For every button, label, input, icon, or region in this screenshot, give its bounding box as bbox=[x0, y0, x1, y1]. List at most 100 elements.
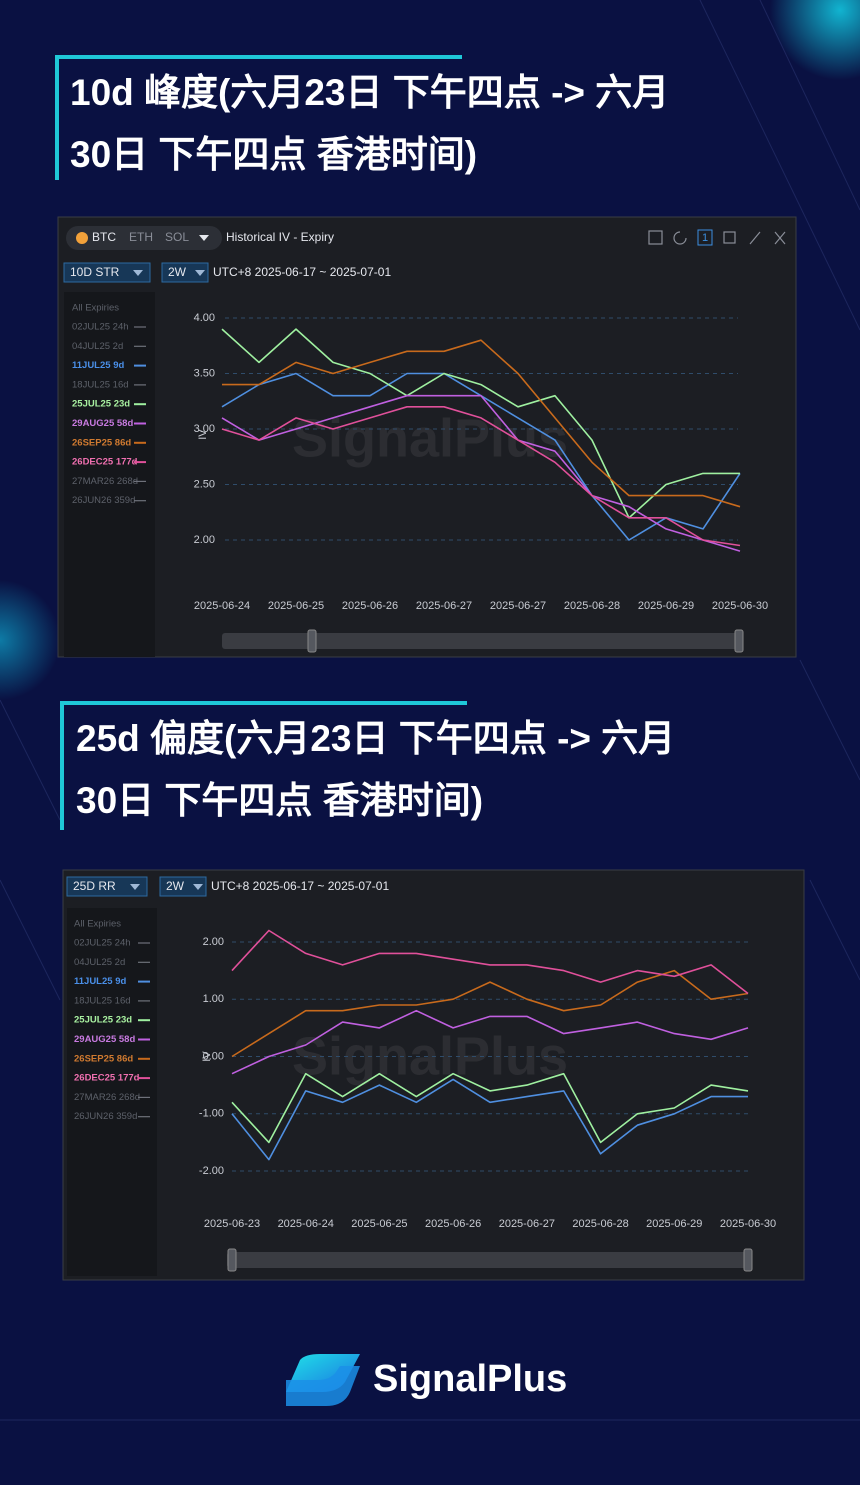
legend-label: 27MAR26 268d bbox=[72, 476, 138, 487]
heading: 30日 下午四点 香港时间) bbox=[70, 134, 477, 175]
legend-label: 26JUN26 359d bbox=[74, 1111, 137, 1122]
x-tick-label: 2025-06-28 bbox=[572, 1218, 628, 1230]
series-line bbox=[221, 394, 741, 552]
toolbar-icons[interactable] bbox=[648, 230, 786, 245]
x-tick-label: 2025-06-23 bbox=[204, 1218, 260, 1230]
range-slider[interactable] bbox=[227, 1252, 752, 1268]
x-tick-label: 2025-06-27 bbox=[490, 600, 546, 612]
x-tick-label: 2025-06-24 bbox=[194, 600, 250, 612]
x-tick-label: 2025-06-30 bbox=[712, 600, 768, 612]
y-tick-label: -2.00 bbox=[199, 1165, 224, 1177]
brand-logo bbox=[286, 1354, 360, 1406]
range-select-text: 2W bbox=[166, 879, 185, 893]
dropdown-arrow[interactable] bbox=[199, 235, 209, 241]
chart-panel bbox=[57, 216, 797, 658]
legend-label: 04JUL25 2d bbox=[74, 957, 125, 968]
heading: 10d 峰度(六月23日 下午四点 -> 六月 bbox=[70, 72, 669, 113]
legend-label: 11JUL25 9d bbox=[74, 976, 126, 987]
dropdown-arrow[interactable] bbox=[195, 270, 205, 276]
metric-select[interactable] bbox=[66, 876, 148, 897]
metric-select[interactable] bbox=[63, 262, 151, 283]
legend-label: 26JUN26 359d bbox=[72, 495, 135, 506]
coin-tab[interactable]: SOL bbox=[165, 230, 189, 244]
legend-label: 25JUL25 23d bbox=[72, 399, 130, 410]
y-tick-label: 2.00 bbox=[194, 534, 215, 546]
legend-label: 26SEP25 86d bbox=[72, 437, 131, 448]
y-tick-label: 2.00 bbox=[203, 936, 224, 948]
watermark: SignalPlus bbox=[292, 1026, 568, 1086]
y-tick-label: 4.00 bbox=[194, 312, 215, 324]
period: UTC+8 2025-06-17 ~ 2025-07-01 bbox=[211, 879, 389, 893]
legend-panel bbox=[67, 908, 157, 1276]
glow bbox=[770, 0, 860, 80]
window-badge[interactable] bbox=[697, 229, 713, 246]
range-select[interactable] bbox=[159, 876, 207, 897]
y-tick-label: 2.50 bbox=[194, 478, 215, 490]
legend-title: All Expiries bbox=[74, 919, 121, 930]
slider-handle[interactable] bbox=[734, 629, 744, 653]
legend-label: 25JUL25 23d bbox=[74, 1015, 132, 1026]
coin-tab[interactable]: ETH bbox=[129, 230, 153, 244]
slider-handle[interactable] bbox=[743, 1248, 753, 1272]
slider-handle[interactable] bbox=[227, 1248, 237, 1272]
range-slider[interactable] bbox=[222, 633, 740, 649]
y-axis-label: IV bbox=[201, 1051, 213, 1062]
metric-select-text: 10D STR bbox=[70, 265, 120, 279]
heading: 25d 偏度(六月23日 下午四点 -> 六月 bbox=[76, 718, 675, 759]
y-axis-label: IV bbox=[197, 429, 209, 440]
x-tick-label: 2025-06-29 bbox=[646, 1218, 702, 1230]
series-line bbox=[231, 1078, 748, 1161]
legend-label: 02JUL25 24h bbox=[72, 322, 129, 333]
legend-panel bbox=[64, 292, 155, 657]
x-tick-label: 2025-06-25 bbox=[268, 600, 324, 612]
legend-label: 29AUG25 58d bbox=[74, 1034, 135, 1045]
dropdown-arrow[interactable] bbox=[133, 270, 143, 276]
x-tick-label: 2025-06-27 bbox=[499, 1218, 555, 1230]
period: UTC+8 2025-06-17 ~ 2025-07-01 bbox=[213, 265, 391, 279]
decor-lines bbox=[0, 0, 860, 1421]
legend-label: 18JUL25 16d bbox=[74, 995, 131, 1006]
legend-label: 27MAR26 268d bbox=[74, 1092, 140, 1103]
legend-label: 11JUL25 9d bbox=[72, 360, 124, 371]
series-line bbox=[222, 339, 741, 508]
slider-handle[interactable] bbox=[307, 629, 317, 653]
metric-select-text: 25D RR bbox=[73, 879, 116, 893]
y-tick-label: 3.50 bbox=[194, 367, 215, 379]
legend-label: 26SEP25 86d bbox=[74, 1053, 133, 1064]
watermark: SignalPlus bbox=[292, 408, 568, 468]
legend-label: 26DEC25 177d bbox=[74, 1073, 140, 1084]
legend-label: 29AUG25 58d bbox=[72, 418, 133, 429]
y-tick-label: 1.00 bbox=[203, 993, 224, 1005]
coin-tab[interactable]: BTC bbox=[92, 230, 116, 244]
chart-panel bbox=[62, 869, 805, 1281]
glow bbox=[0, 580, 60, 700]
y-tick-label: 0.00 bbox=[203, 1050, 224, 1062]
series-line bbox=[231, 1009, 749, 1075]
x-tick-label: 2025-06-30 bbox=[720, 1218, 776, 1230]
dropdown-arrow[interactable] bbox=[193, 884, 203, 890]
y-tick-label: 3.00 bbox=[194, 423, 215, 435]
legend-label: 02JUL25 24h bbox=[74, 938, 131, 949]
view-title: Historical IV - Expiry bbox=[226, 230, 334, 244]
legend-label: 26DEC25 177d bbox=[72, 457, 138, 468]
y-tick-label: -1.00 bbox=[199, 1108, 224, 1120]
x-tick-label: 2025-06-29 bbox=[638, 600, 694, 612]
x-tick-label: 2025-06-25 bbox=[351, 1218, 407, 1230]
series-line bbox=[231, 929, 749, 995]
x-tick-label: 2025-06-27 bbox=[416, 600, 472, 612]
range-select[interactable] bbox=[161, 262, 209, 283]
dropdown-arrow[interactable] bbox=[130, 884, 140, 890]
heading: 30日 下午四点 香港时间) bbox=[76, 780, 483, 821]
coin-switch[interactable] bbox=[66, 226, 222, 250]
x-tick-label: 2025-06-24 bbox=[278, 1218, 334, 1230]
x-tick-label: 2025-06-28 bbox=[564, 600, 620, 612]
window-badge-text: 1 bbox=[702, 232, 708, 244]
legend-label: 18JUL25 16d bbox=[72, 379, 129, 390]
legend-title: All Expiries bbox=[72, 303, 119, 314]
x-tick-label: 2025-06-26 bbox=[342, 600, 398, 612]
brand-name: SignalPlus bbox=[373, 1358, 567, 1400]
x-tick-label: 2025-06-26 bbox=[425, 1218, 481, 1230]
legend-label: 04JUL25 2d bbox=[72, 341, 123, 352]
series-line bbox=[221, 406, 741, 547]
